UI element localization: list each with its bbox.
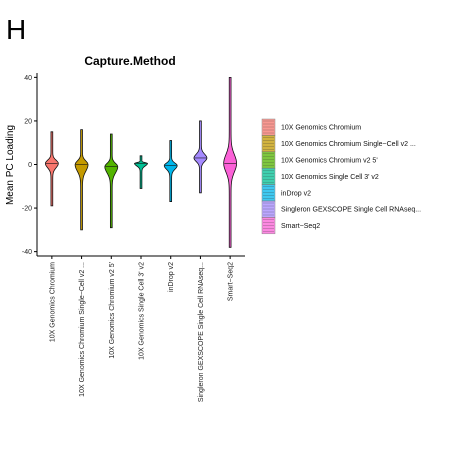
legend-item: 10X Genomics Single Cell 3' v2 <box>261 167 379 185</box>
legend-label: inDrop v2 <box>281 190 311 197</box>
y-tick-label: 0 <box>28 162 32 169</box>
panel-label: H <box>6 14 27 45</box>
x-tick-label: Smart−Seq2 <box>228 262 235 301</box>
y-tick-label: 40 <box>24 75 32 82</box>
legend-label: Smart−Seq2 <box>281 223 320 230</box>
violin-4: 10X Genomics Single Cell 3' v2 <box>134 155 148 360</box>
legend-item: Singleron GEXSCOPE Single Cell RNAseq... <box>261 200 421 218</box>
x-tick-label: 10X Genomics Single Cell 3' v2 <box>139 262 146 360</box>
legend-item: 10X Genomics Chromium <box>261 118 361 136</box>
violin-6: Singleron GEXSCOPE Single Cell RNAseq... <box>193 120 208 402</box>
legend-label: 10X Genomics Single Cell 3' v2 <box>281 174 379 181</box>
violin-shape <box>74 129 89 231</box>
legend-label: 10X Genomics Chromium v2 5' <box>281 158 378 165</box>
legend-label: 10X Genomics Chromium Single−Cell v2 ... <box>281 141 416 148</box>
chart-title: Capture.Method <box>84 54 175 68</box>
plot-area: -40 -20 0 20 40 10X Genomics Chromium 10X Geno… <box>22 73 245 402</box>
x-tick-label: inDrop v2 <box>168 262 175 292</box>
y-tick-label: -40 <box>22 249 32 256</box>
legend-label: Singleron GEXSCOPE Single Cell RNAseq... <box>281 207 421 214</box>
violin-shape <box>134 155 148 189</box>
legend-item: 10X Genomics Chromium Single−Cell v2 ... <box>261 135 416 153</box>
y-tick-label: -20 <box>22 206 32 213</box>
violin-7: Smart−Seq2 <box>223 76 238 301</box>
x-tick-label: 10X Genomics Chromium Single−Cell v2 ... <box>79 262 86 397</box>
legend-item: Smart−Seq2 <box>261 217 320 235</box>
violin-shape <box>193 120 208 194</box>
legend-item: inDrop v2 <box>261 184 311 202</box>
violin-1: 10X Genomics Chromium <box>44 131 59 342</box>
legend-label: 10X Genomics Chromium <box>281 125 361 132</box>
legend-item: 10X Genomics Chromium v2 5' <box>261 151 378 169</box>
x-tick-label: Singleron GEXSCOPE Single Cell RNAseq... <box>198 262 205 402</box>
x-tick-label: 10X Genomics Chromium <box>49 262 56 342</box>
violin-3: 10X Genomics Chromium v2 5' <box>104 133 119 359</box>
violin-shape <box>44 131 59 207</box>
y-axis-label: Mean PC Loading <box>5 125 16 205</box>
legend: 10X Genomics Chromium 10X Genomics Chromi… <box>261 118 421 235</box>
violin-5: inDrop v2 <box>163 140 178 292</box>
violin-shape <box>223 76 238 248</box>
violin-2: 10X Genomics Chromium Single−Cell v2 ... <box>74 129 89 397</box>
violin-shape <box>163 140 178 202</box>
violin-shape <box>104 133 119 229</box>
y-tick-label: 20 <box>24 118 32 125</box>
x-tick-label: 10X Genomics Chromium v2 5' <box>109 262 116 359</box>
